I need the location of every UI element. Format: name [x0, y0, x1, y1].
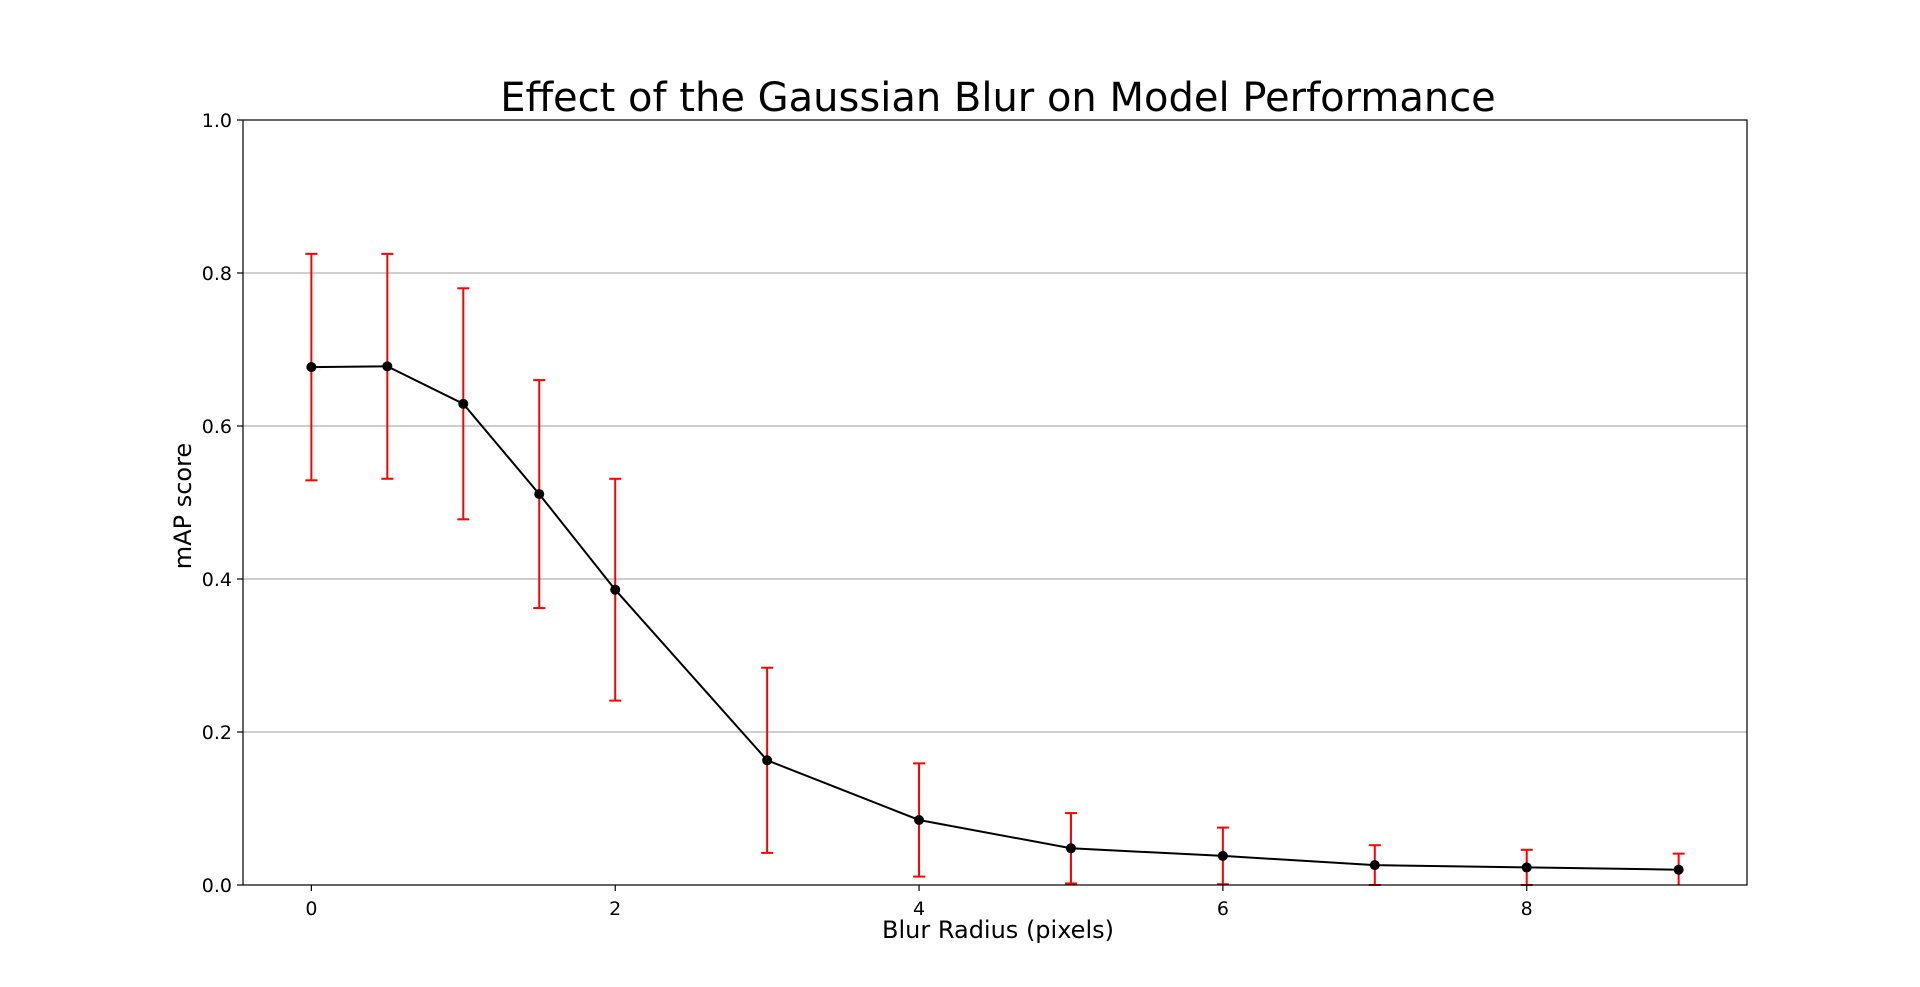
- gridlines: [243, 272, 1747, 733]
- series-line: [311, 365, 1679, 871]
- x-tick-label-0: 0: [305, 898, 317, 920]
- y-tick-label-5: 1.0: [202, 110, 232, 132]
- data-point-10: [1521, 862, 1532, 873]
- y-tick-label-2: 0.4: [202, 569, 232, 591]
- data-point-1: [382, 361, 393, 372]
- series-line-path-0: [311, 365, 1679, 871]
- y-tick-label-4: 0.8: [202, 263, 232, 285]
- data-point-2: [458, 398, 469, 409]
- error-bars: [305, 252, 1685, 886]
- y-axis-label: mAP score: [169, 443, 197, 569]
- data-point-11: [1673, 864, 1684, 875]
- y-tick-label-3: 0.6: [202, 416, 232, 438]
- data-markers: [306, 361, 1684, 875]
- data-point-3: [534, 489, 545, 500]
- x-axis-ticks: 0 2 4 6 8: [305, 885, 1533, 920]
- x-tick-label-3: 6: [1217, 898, 1229, 920]
- data-point-7: [1065, 843, 1076, 854]
- y-tick-label-1: 0.2: [202, 722, 232, 744]
- y-axis-ticks: 0.0 0.2 0.4 0.6 0.8 1.0: [202, 110, 243, 897]
- x-axis-label: Blur Radius (pixels): [882, 916, 1114, 944]
- plot-area-frame: [242, 119, 1748, 886]
- data-point-8: [1217, 850, 1228, 861]
- chart-title: Effect of the Gaussian Blur on Model Per…: [500, 75, 1496, 121]
- x-tick-label-1: 2: [609, 898, 621, 920]
- x-tick-label-2: 4: [913, 898, 925, 920]
- data-point-5: [762, 755, 773, 766]
- x-tick-label-4: 8: [1521, 898, 1533, 920]
- y-tick-label-0: 0.0: [202, 875, 232, 897]
- data-point-9: [1369, 860, 1380, 871]
- data-point-6: [914, 814, 925, 825]
- data-point-0: [306, 362, 317, 373]
- data-point-4: [610, 584, 621, 595]
